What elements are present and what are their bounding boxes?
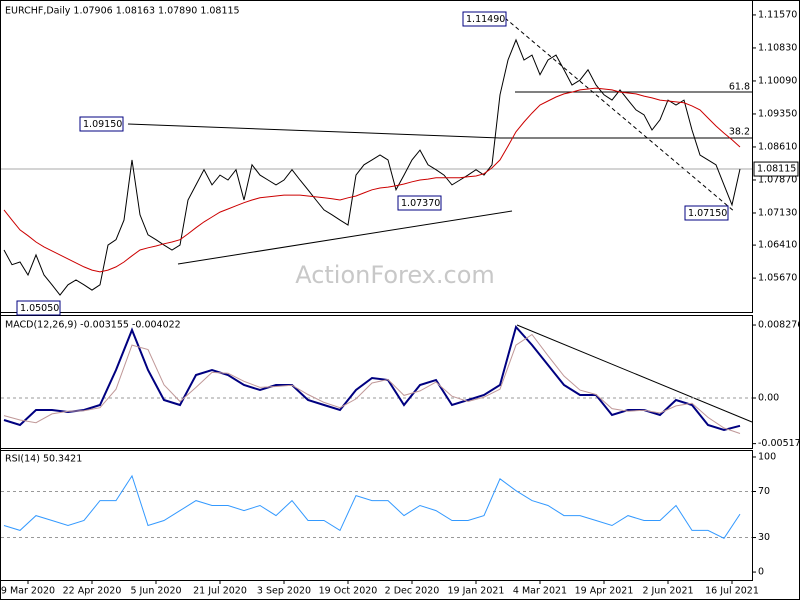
y-tick-label: 1.09350 (758, 108, 797, 119)
price-panel (0, 0, 753, 313)
series-line (3, 474, 741, 539)
x-tick-label: 19 Oct 2020 (319, 586, 378, 597)
y-tick-label: 1.08610 (758, 141, 797, 152)
series-line (3, 38, 741, 296)
panel-title: MACD(12,26,9) -0.003155 -0.004022 (5, 320, 181, 331)
x-tick-label: 2 Dec 2020 (385, 586, 440, 597)
x-tick-label: 4 Mar 2021 (513, 586, 567, 597)
annotation-box (16, 300, 61, 316)
annotation-box (79, 116, 124, 132)
series-line (3, 333, 741, 434)
x-tick-label: 5 Jun 2020 (130, 586, 181, 597)
annotation-box (397, 195, 442, 211)
trendline (127, 123, 501, 139)
y-tick-label: 30 (758, 532, 770, 543)
trendline (516, 324, 753, 423)
macd-panel (0, 315, 753, 449)
panel-title: RSI(14) 50.3421 (5, 454, 82, 465)
x-tick-label: 2 Jun 2021 (642, 586, 693, 597)
y-tick-label: 1.07870 (758, 174, 797, 185)
rsi-panel (0, 450, 753, 581)
last-price-box (753, 161, 799, 177)
y-tick-label: 1.11570 (758, 9, 797, 20)
y-tick-label: 1.06410 (758, 240, 797, 251)
x-tick-label: 3 Sep 2020 (257, 586, 311, 597)
y-tick-label: 100 (758, 451, 776, 462)
annotation-box (462, 11, 507, 27)
x-tick-label: 19 Jan 2021 (448, 586, 505, 597)
series-line (3, 324, 741, 432)
annotation: 1.07150 (688, 208, 727, 219)
x-tick-label: 21 Jul 2020 (193, 586, 247, 597)
fib-label: 61.8 (729, 82, 750, 93)
annotation: 1.07370 (401, 198, 440, 209)
y-tick-label: 70 (758, 486, 770, 497)
annotation-box (684, 205, 729, 221)
y-tick-label: 1.07130 (758, 207, 797, 218)
y-tick-label: 1.10090 (758, 75, 797, 86)
x-tick-label: 16 Jul 2021 (705, 586, 759, 597)
annotation: 1.11490 (466, 14, 505, 25)
y-tick-label: -0.005174 (758, 438, 800, 449)
y-tick-label: 1.10830 (758, 42, 797, 53)
last-price-label: 1.08115 (757, 164, 796, 175)
x-tick-label: 19 Apr 2021 (575, 586, 634, 597)
series-line (3, 87, 741, 273)
y-tick-label: 1.05670 (758, 273, 797, 284)
y-tick-label: 0 (758, 567, 764, 578)
y-tick-label: 0.008276 (758, 320, 800, 331)
chart-title: EURCHF,Daily 1.07906 1.08163 1.07890 1.0… (5, 6, 240, 17)
trendline (177, 210, 513, 265)
fib-label: 38.2 (729, 127, 750, 138)
annotation: 1.09150 (83, 119, 122, 130)
annotation: 1.05050 (20, 303, 59, 314)
x-tick-label: 22 Apr 2020 (63, 586, 122, 597)
y-tick-label: 0.00 (758, 393, 779, 404)
x-tick-label: 9 Mar 2020 (1, 586, 55, 597)
trendline (504, 17, 736, 213)
watermark: ActionForex.com (295, 261, 495, 289)
